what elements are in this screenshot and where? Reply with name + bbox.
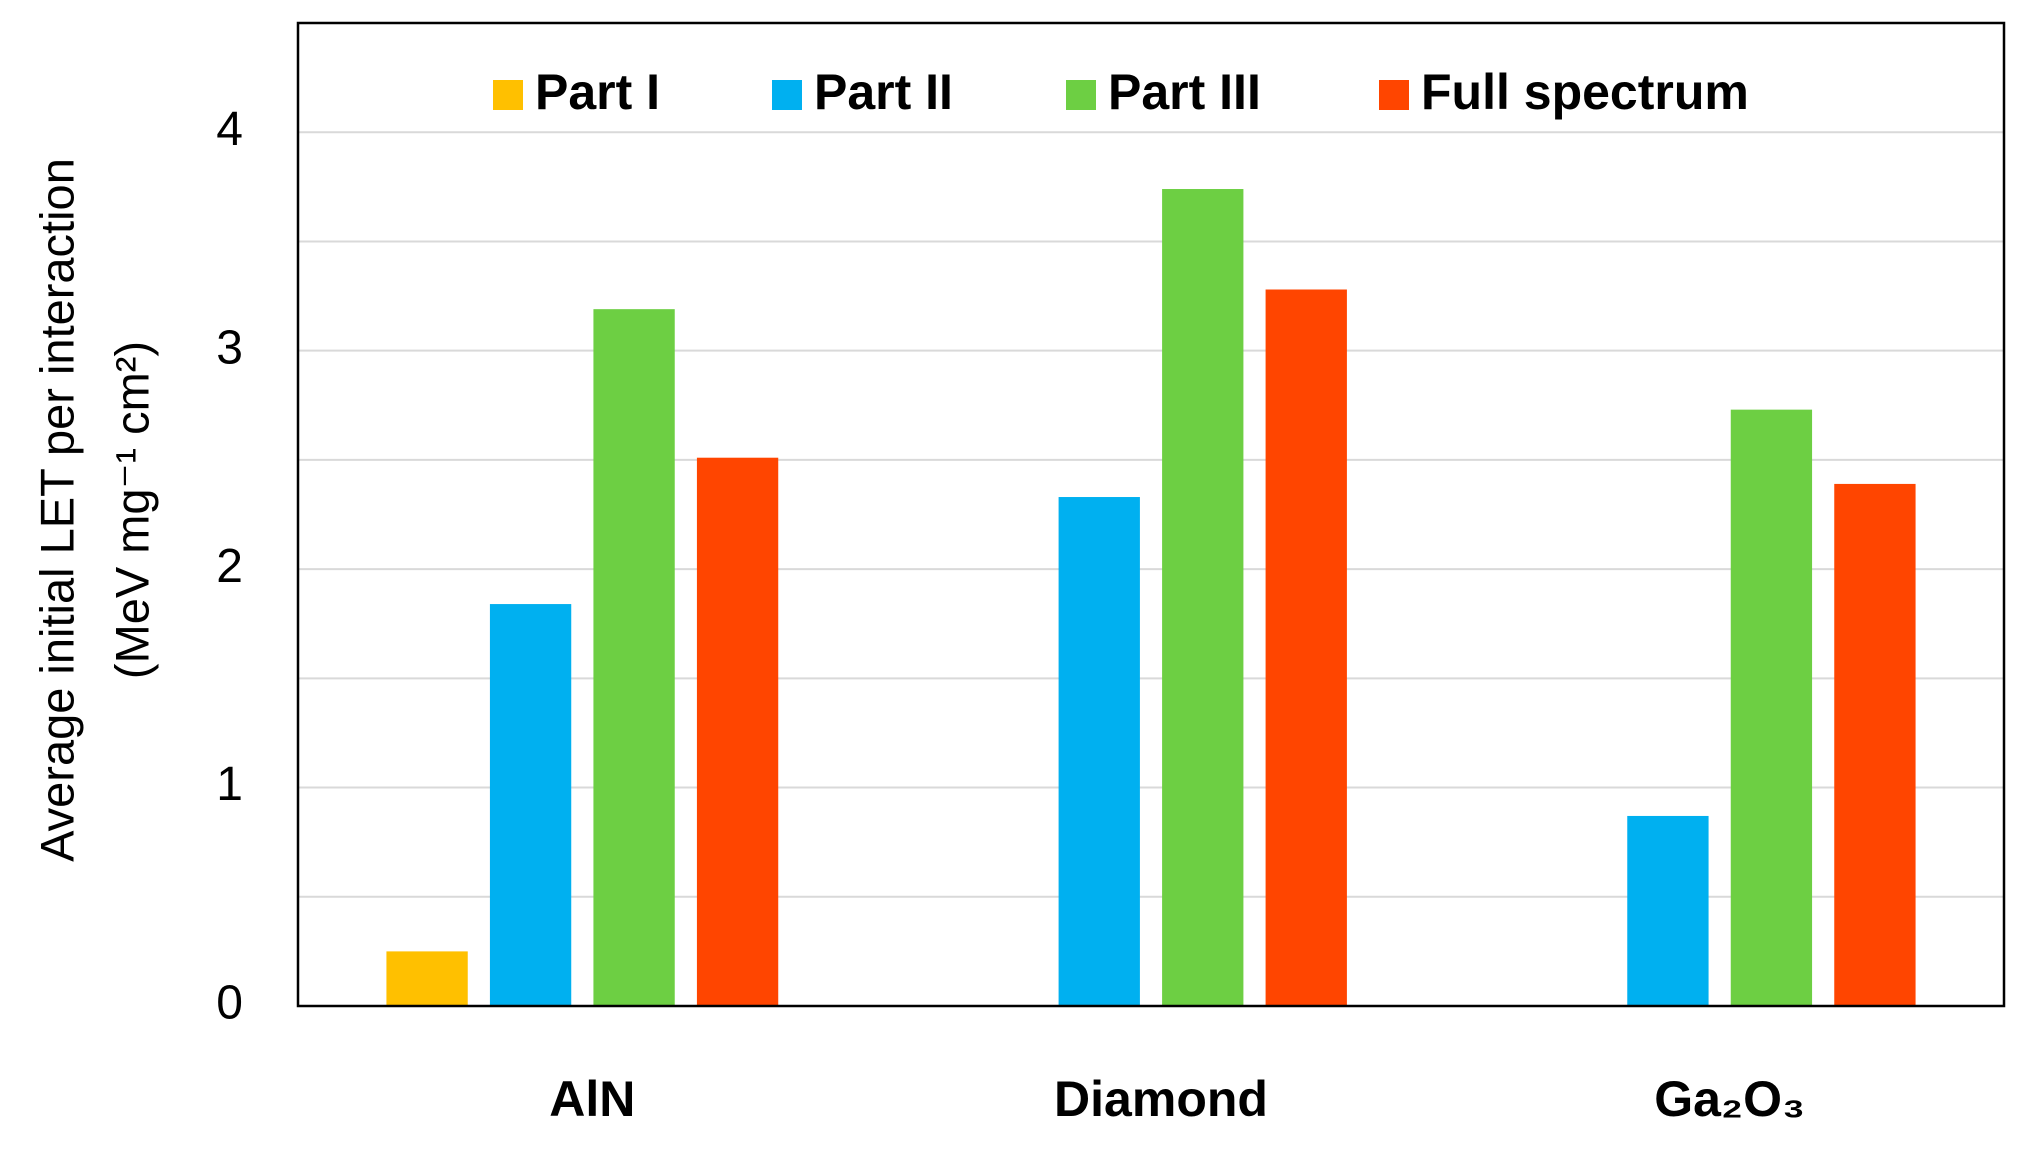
y-tick-label: 4: [216, 103, 243, 156]
y-axis-title: (MeV mg⁻¹ cm²): [105, 341, 158, 679]
legend-box: [408, 58, 1883, 130]
legend-label: Part III: [1108, 64, 1261, 120]
x-tick-label: AlN: [549, 1071, 635, 1127]
bar: [696, 457, 779, 1006]
legend-swatch: [1066, 80, 1096, 110]
y-tick-label: 3: [216, 321, 243, 374]
x-tick-label: Ga₂O₃: [1654, 1071, 1805, 1127]
bar: [489, 604, 572, 1006]
bar: [1730, 409, 1813, 1006]
y-axis-title: Average initial LET per interaction: [30, 158, 83, 862]
legend-label: Full spectrum: [1421, 64, 1749, 120]
y-tick-label: 1: [216, 758, 243, 811]
x-tick-label: Diamond: [1054, 1071, 1268, 1127]
legend-swatch: [493, 80, 523, 110]
bar: [1162, 189, 1244, 1007]
bar: [593, 309, 675, 1006]
y-tick-label: 0: [216, 977, 243, 1030]
bar: [1058, 497, 1140, 1006]
y-tick-label: 2: [216, 540, 243, 593]
legend-label: Part I: [535, 64, 660, 120]
legend-swatch: [772, 80, 802, 110]
plot-frame: [296, 21, 2006, 1008]
bar: [1265, 289, 1347, 1007]
bar: [1627, 815, 1709, 1006]
legend-label: Part II: [814, 64, 953, 120]
bar: [386, 951, 468, 1006]
bar: [1834, 483, 1916, 1006]
legend-swatch: [1379, 80, 1409, 110]
